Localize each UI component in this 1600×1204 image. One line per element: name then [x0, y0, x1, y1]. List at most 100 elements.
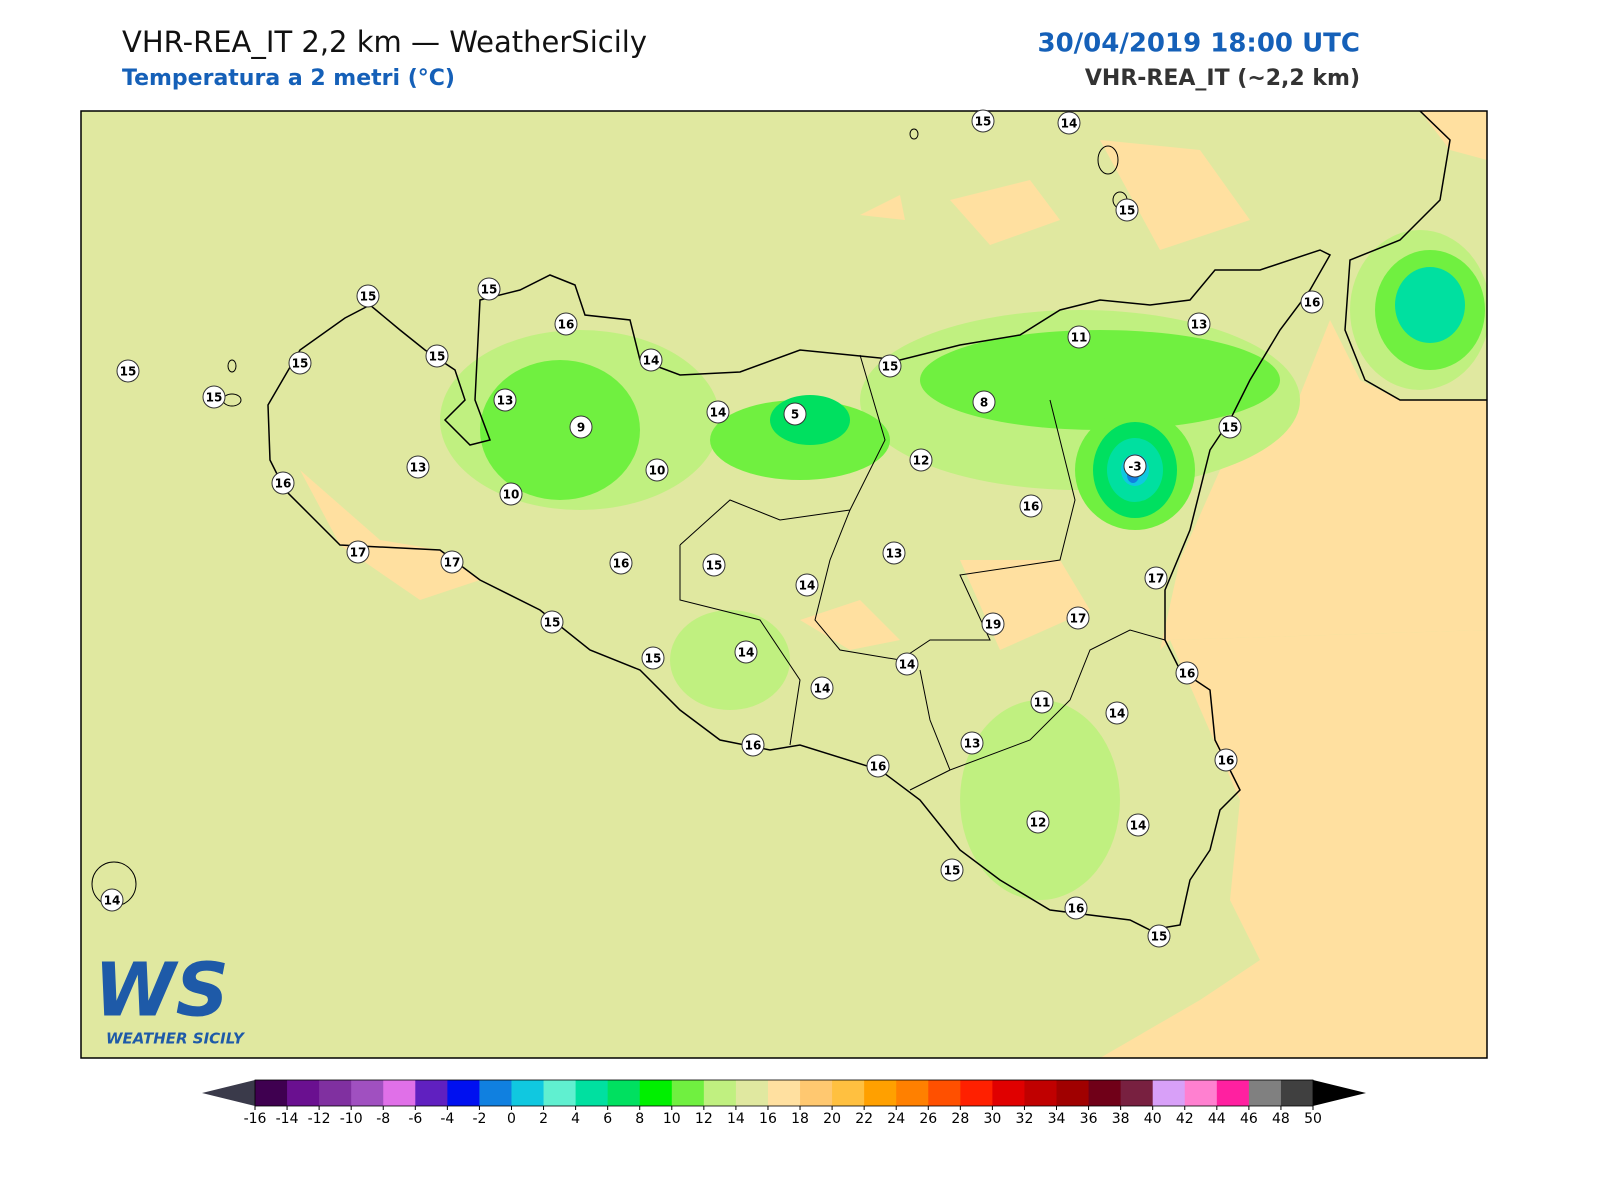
station-value: 15	[645, 652, 662, 666]
station-marker	[425, 344, 449, 368]
station: 14	[795, 573, 819, 597]
station-marker	[1105, 701, 1129, 725]
colorbar-tick-label: 34	[1048, 1111, 1066, 1127]
station-marker	[795, 573, 819, 597]
station-marker	[1067, 325, 1091, 349]
warm-area	[300, 470, 1090, 650]
station-marker	[1019, 494, 1043, 518]
subtitle: Temperatura a 2 metri (°C)	[122, 66, 455, 91]
station-marker	[741, 733, 765, 757]
station-value: 15	[292, 357, 309, 371]
colorbar-swatch	[1056, 1080, 1090, 1106]
station-value: 17	[1148, 572, 1165, 586]
station: 16	[609, 551, 633, 575]
colorbar-tick-label: 22	[855, 1111, 873, 1127]
station-value: 15	[120, 365, 137, 379]
station: 10	[645, 458, 669, 482]
station-value: -3	[1128, 460, 1141, 474]
logo-mark: WS	[94, 948, 229, 1034]
station-marker	[288, 351, 312, 375]
station-marker	[866, 754, 890, 778]
station-marker	[702, 553, 726, 577]
map-field	[81, 111, 1487, 1058]
colorbar-tick-label: -2	[472, 1111, 486, 1127]
station-value: 11	[1034, 696, 1051, 710]
station: 15	[878, 354, 902, 378]
station-value: 15	[706, 559, 723, 573]
station: 14	[895, 652, 919, 676]
station-marker	[1175, 661, 1199, 685]
colorbar-over	[1313, 1080, 1366, 1106]
station-value: 13	[964, 737, 981, 751]
colorbar-frame	[254, 1079, 1314, 1107]
station-marker	[971, 109, 995, 133]
colorbar-swatch	[543, 1080, 577, 1106]
colorbar-swatch	[1184, 1080, 1218, 1106]
station-value: 16	[275, 477, 292, 491]
station-marker	[1218, 415, 1242, 439]
colorbar-swatch	[1088, 1080, 1122, 1106]
station-value: 14	[1061, 117, 1078, 131]
station-value: 15	[1119, 204, 1136, 218]
station-marker	[909, 448, 933, 472]
station-marker	[1300, 290, 1324, 314]
station-marker	[706, 400, 730, 424]
station-value: 16	[1068, 902, 1085, 916]
warm-area	[1160, 320, 1487, 650]
station: 15	[116, 359, 140, 383]
colorbar-tick-label: 28	[951, 1111, 969, 1127]
station: 15	[288, 351, 312, 375]
station-marker	[895, 652, 919, 676]
station-value: 16	[1218, 754, 1235, 768]
colorbar-tick-label: 32	[1016, 1111, 1034, 1127]
station-value: 14	[899, 658, 916, 672]
colorbar-tick-label: 16	[759, 1111, 777, 1127]
colorbar: -16 -14 -12 -10 -8 -6 -4 -2 0 2 4 6 8 10 12 14 16 18 20 22 2…	[202, 1079, 1366, 1127]
colorbar-swatch	[767, 1080, 801, 1106]
station-marker	[116, 359, 140, 383]
station-marker	[1144, 566, 1168, 590]
station-value: 15	[429, 350, 446, 364]
station-value: 10	[649, 464, 666, 478]
station-layer: 15 14 15 15 15 15 15 15 15 16 14 13 9 14 5 15 8 11 13 16 15 -…	[100, 109, 1324, 948]
station-value: 15	[882, 360, 899, 374]
colorbar-tick-label: 4	[571, 1111, 580, 1127]
station-value: 16	[870, 760, 887, 774]
logo: WS WEATHER SICILY	[94, 948, 246, 1048]
station-marker	[554, 312, 578, 336]
station-value: 15	[1151, 930, 1168, 944]
station-value: 14	[738, 646, 755, 660]
station-value: 14	[1109, 707, 1126, 721]
colorbar-tick-label: 30	[983, 1111, 1001, 1127]
station-value: 15	[944, 864, 961, 878]
map-frame	[80, 110, 1488, 1059]
colorbar-tick-label: 20	[823, 1111, 841, 1127]
station-value: 12	[1030, 816, 1047, 830]
colorbar-swatch	[415, 1080, 448, 1106]
colorbar-tick-label: 44	[1208, 1111, 1226, 1127]
station-value: 13	[410, 461, 427, 475]
station-marker	[477, 277, 501, 301]
station-value: 16	[745, 739, 762, 753]
colorbar-tick-label: 46	[1240, 1111, 1258, 1127]
colorbar-tick-label: -14	[276, 1111, 299, 1127]
station-marker	[981, 612, 1005, 636]
colorbar-tick-label: 14	[727, 1111, 745, 1127]
station-marker	[940, 858, 964, 882]
cold-area	[770, 395, 850, 445]
station: 8	[972, 390, 996, 414]
station: 15	[702, 553, 726, 577]
colorbar-swatch	[928, 1080, 961, 1106]
station: 16	[1019, 494, 1043, 518]
colorbar-swatch	[703, 1080, 737, 1106]
colorbar-tick-label: 24	[887, 1111, 905, 1127]
station-marker	[1187, 312, 1211, 336]
station: 15	[940, 858, 964, 882]
station-marker	[1026, 810, 1050, 834]
station: 5	[783, 402, 807, 426]
station-marker	[1066, 606, 1090, 630]
station-value: 9	[577, 421, 585, 435]
station-marker	[1064, 896, 1088, 920]
station: 15	[971, 109, 995, 133]
datetime: 30/04/2019 18:00 UTC	[1037, 29, 1360, 59]
